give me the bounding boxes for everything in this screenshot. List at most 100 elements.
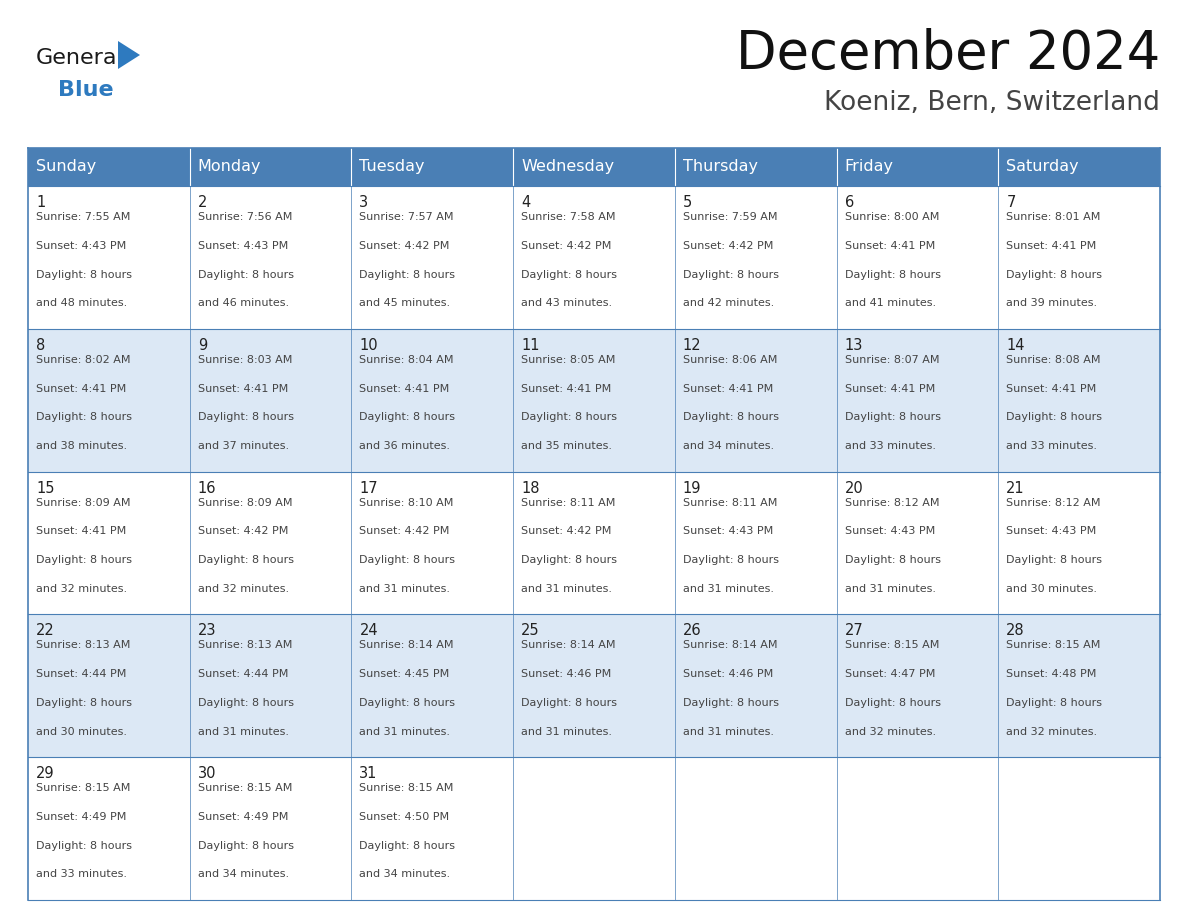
Text: Daylight: 8 hours: Daylight: 8 hours	[683, 555, 779, 565]
Text: Sunset: 4:42 PM: Sunset: 4:42 PM	[522, 241, 612, 251]
Text: 14: 14	[1006, 338, 1025, 353]
Text: 27: 27	[845, 623, 864, 638]
Text: Sunrise: 8:14 AM: Sunrise: 8:14 AM	[683, 641, 777, 650]
Text: Sunset: 4:46 PM: Sunset: 4:46 PM	[683, 669, 773, 679]
Text: Sunset: 4:50 PM: Sunset: 4:50 PM	[360, 812, 449, 822]
Text: 2: 2	[197, 195, 207, 210]
Text: and 32 minutes.: and 32 minutes.	[197, 584, 289, 594]
Text: Daylight: 8 hours: Daylight: 8 hours	[1006, 698, 1102, 708]
Text: Daylight: 8 hours: Daylight: 8 hours	[845, 698, 941, 708]
Text: 17: 17	[360, 481, 378, 496]
Text: and 41 minutes.: and 41 minutes.	[845, 298, 936, 308]
Text: December 2024: December 2024	[735, 28, 1159, 80]
Text: Daylight: 8 hours: Daylight: 8 hours	[522, 698, 617, 708]
Text: 21: 21	[1006, 481, 1025, 496]
Text: Daylight: 8 hours: Daylight: 8 hours	[845, 270, 941, 279]
Text: and 37 minutes.: and 37 minutes.	[197, 441, 289, 451]
Text: Thursday: Thursday	[683, 160, 758, 174]
Text: Daylight: 8 hours: Daylight: 8 hours	[197, 698, 293, 708]
Text: Sunset: 4:41 PM: Sunset: 4:41 PM	[1006, 384, 1097, 394]
Text: and 42 minutes.: and 42 minutes.	[683, 298, 775, 308]
Text: and 33 minutes.: and 33 minutes.	[36, 869, 127, 879]
Text: Sunrise: 8:15 AM: Sunrise: 8:15 AM	[845, 641, 939, 650]
Text: and 38 minutes.: and 38 minutes.	[36, 441, 127, 451]
Text: Sunset: 4:43 PM: Sunset: 4:43 PM	[845, 526, 935, 536]
Text: Saturday: Saturday	[1006, 160, 1079, 174]
Text: Daylight: 8 hours: Daylight: 8 hours	[36, 412, 132, 422]
Text: and 34 minutes.: and 34 minutes.	[197, 869, 289, 879]
Text: Sunset: 4:45 PM: Sunset: 4:45 PM	[360, 669, 450, 679]
Text: 11: 11	[522, 338, 539, 353]
Text: Sunrise: 7:56 AM: Sunrise: 7:56 AM	[197, 212, 292, 222]
Text: Sunrise: 7:55 AM: Sunrise: 7:55 AM	[36, 212, 131, 222]
Text: Sunrise: 8:15 AM: Sunrise: 8:15 AM	[36, 783, 131, 793]
Text: Sunset: 4:41 PM: Sunset: 4:41 PM	[360, 384, 450, 394]
Polygon shape	[118, 41, 140, 69]
Text: Sunset: 4:42 PM: Sunset: 4:42 PM	[360, 526, 450, 536]
Text: Sunrise: 8:15 AM: Sunrise: 8:15 AM	[1006, 641, 1100, 650]
Text: Sunrise: 8:07 AM: Sunrise: 8:07 AM	[845, 354, 939, 364]
Text: 29: 29	[36, 767, 55, 781]
Text: Daylight: 8 hours: Daylight: 8 hours	[522, 555, 617, 565]
Text: Daylight: 8 hours: Daylight: 8 hours	[683, 270, 779, 279]
Text: and 39 minutes.: and 39 minutes.	[1006, 298, 1098, 308]
Text: 24: 24	[360, 623, 378, 638]
Text: 26: 26	[683, 623, 701, 638]
Text: Daylight: 8 hours: Daylight: 8 hours	[522, 270, 617, 279]
Text: and 31 minutes.: and 31 minutes.	[360, 727, 450, 736]
Text: and 34 minutes.: and 34 minutes.	[360, 869, 450, 879]
Text: Sunrise: 7:59 AM: Sunrise: 7:59 AM	[683, 212, 777, 222]
Text: 30: 30	[197, 767, 216, 781]
Text: Sunset: 4:46 PM: Sunset: 4:46 PM	[522, 669, 612, 679]
Text: Daylight: 8 hours: Daylight: 8 hours	[197, 412, 293, 422]
Text: and 48 minutes.: and 48 minutes.	[36, 298, 127, 308]
Bar	[29, 186, 1159, 329]
Text: and 32 minutes.: and 32 minutes.	[36, 584, 127, 594]
Text: Sunset: 4:41 PM: Sunset: 4:41 PM	[36, 384, 126, 394]
Bar	[29, 148, 1159, 186]
Text: Sunrise: 8:11 AM: Sunrise: 8:11 AM	[683, 498, 777, 508]
Text: Sunset: 4:43 PM: Sunset: 4:43 PM	[36, 241, 126, 251]
Text: Daylight: 8 hours: Daylight: 8 hours	[522, 412, 617, 422]
Text: 22: 22	[36, 623, 55, 638]
Text: 10: 10	[360, 338, 378, 353]
Text: Sunrise: 8:10 AM: Sunrise: 8:10 AM	[360, 498, 454, 508]
Text: and 31 minutes.: and 31 minutes.	[683, 584, 773, 594]
Text: Daylight: 8 hours: Daylight: 8 hours	[197, 270, 293, 279]
Text: Daylight: 8 hours: Daylight: 8 hours	[1006, 412, 1102, 422]
Text: 18: 18	[522, 481, 539, 496]
Text: Daylight: 8 hours: Daylight: 8 hours	[1006, 555, 1102, 565]
Text: Friday: Friday	[845, 160, 893, 174]
Text: Sunset: 4:41 PM: Sunset: 4:41 PM	[1006, 241, 1097, 251]
Text: Monday: Monday	[197, 160, 261, 174]
Text: Daylight: 8 hours: Daylight: 8 hours	[360, 270, 455, 279]
Text: Koeniz, Bern, Switzerland: Koeniz, Bern, Switzerland	[824, 90, 1159, 116]
Text: Sunrise: 8:08 AM: Sunrise: 8:08 AM	[1006, 354, 1101, 364]
Text: Sunset: 4:43 PM: Sunset: 4:43 PM	[1006, 526, 1097, 536]
Text: Sunrise: 8:09 AM: Sunrise: 8:09 AM	[197, 498, 292, 508]
Text: Sunrise: 8:09 AM: Sunrise: 8:09 AM	[36, 498, 131, 508]
Text: Sunrise: 8:14 AM: Sunrise: 8:14 AM	[522, 641, 615, 650]
Text: Daylight: 8 hours: Daylight: 8 hours	[1006, 270, 1102, 279]
Text: Sunset: 4:41 PM: Sunset: 4:41 PM	[522, 384, 612, 394]
Text: Sunset: 4:41 PM: Sunset: 4:41 PM	[197, 384, 287, 394]
Text: 28: 28	[1006, 623, 1025, 638]
Text: 19: 19	[683, 481, 701, 496]
Bar	[29, 472, 1159, 614]
Text: Daylight: 8 hours: Daylight: 8 hours	[360, 412, 455, 422]
Text: Daylight: 8 hours: Daylight: 8 hours	[360, 555, 455, 565]
Text: and 36 minutes.: and 36 minutes.	[360, 441, 450, 451]
Text: Blue: Blue	[58, 80, 114, 100]
Text: Sunrise: 8:14 AM: Sunrise: 8:14 AM	[360, 641, 454, 650]
Text: Sunrise: 8:15 AM: Sunrise: 8:15 AM	[360, 783, 454, 793]
Text: Daylight: 8 hours: Daylight: 8 hours	[683, 698, 779, 708]
Text: 3: 3	[360, 195, 368, 210]
Text: Daylight: 8 hours: Daylight: 8 hours	[36, 841, 132, 851]
Text: and 34 minutes.: and 34 minutes.	[683, 441, 775, 451]
Text: Sunset: 4:41 PM: Sunset: 4:41 PM	[845, 241, 935, 251]
Text: Sunset: 4:44 PM: Sunset: 4:44 PM	[197, 669, 287, 679]
Text: Sunset: 4:41 PM: Sunset: 4:41 PM	[845, 384, 935, 394]
Text: and 35 minutes.: and 35 minutes.	[522, 441, 612, 451]
Text: and 43 minutes.: and 43 minutes.	[522, 298, 612, 308]
Text: Sunset: 4:42 PM: Sunset: 4:42 PM	[197, 526, 287, 536]
